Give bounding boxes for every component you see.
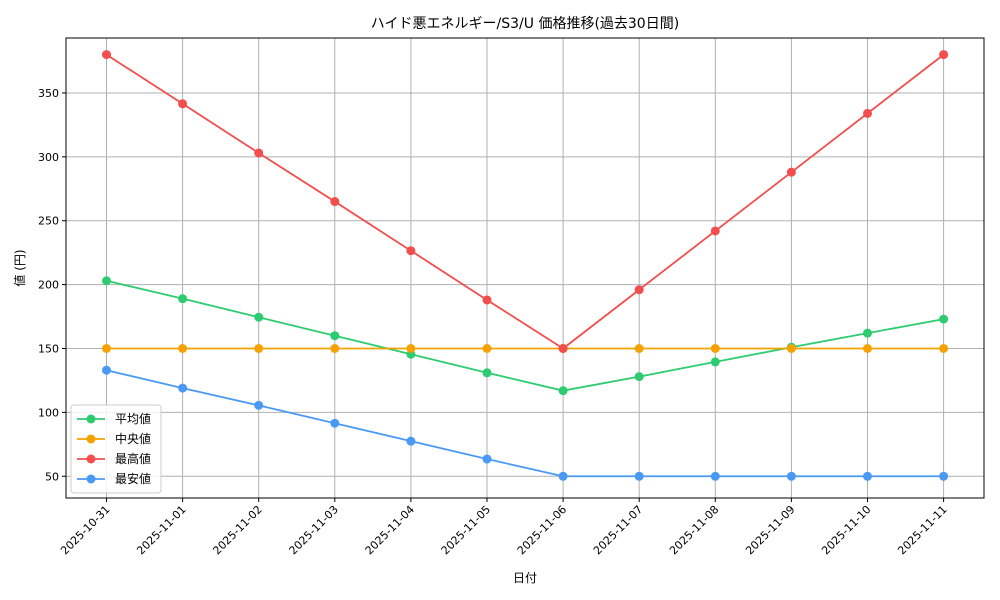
x-axis: 2025-10-31 2025-11-01 2025-11-02 2025-11-03…	[58, 498, 950, 557]
series-line	[106, 369, 944, 478]
x-axis-label: 日付	[513, 571, 537, 585]
data-point	[863, 328, 872, 338]
plot-frame	[65, 37, 985, 499]
series-line	[106, 279, 944, 392]
legend-label: 平均値	[115, 411, 151, 426]
series-layer	[102, 50, 949, 481]
data-point	[634, 344, 644, 353]
data-point	[710, 357, 720, 367]
chart-title: ハイド悪エネルギー/S3/U 価格推移(過去30日間)	[371, 16, 679, 32]
data-point	[786, 344, 796, 353]
y-tick-label: 200	[38, 279, 59, 292]
data-point	[939, 471, 949, 481]
data-point	[406, 344, 416, 353]
y-tick-label: 100	[38, 406, 59, 419]
y-axis-label: 値 (円)	[12, 249, 27, 286]
data-point	[863, 344, 872, 353]
legend-label: 最高値	[115, 451, 151, 466]
data-point	[330, 344, 340, 353]
data-point	[330, 418, 340, 428]
data-point	[178, 383, 188, 393]
data-point	[710, 226, 720, 236]
data-point	[710, 471, 720, 481]
data-point	[939, 50, 949, 60]
data-point	[482, 344, 492, 353]
legend-swatch-marker	[86, 434, 96, 444]
data-point	[102, 344, 111, 353]
x-tick-label: 2025-10-31	[58, 503, 112, 557]
y-tick-label: 250	[38, 215, 59, 228]
legend-label: 中央値	[115, 431, 151, 446]
data-point	[863, 108, 872, 118]
data-point	[178, 294, 188, 304]
data-point	[254, 148, 264, 158]
x-tick-label: 2025-11-09	[743, 503, 797, 557]
grid-lines	[66, 38, 984, 498]
data-point	[939, 344, 949, 353]
x-tick-label: 2025-11-06	[515, 503, 569, 557]
data-point	[330, 331, 340, 341]
y-tick-label: 300	[38, 151, 59, 164]
data-point	[634, 372, 644, 382]
x-tick-label: 2025-11-01	[134, 503, 188, 557]
y-tick-label: 50	[45, 470, 59, 483]
data-point	[939, 314, 949, 324]
data-point	[254, 400, 264, 410]
x-tick-label: 2025-11-05	[439, 503, 493, 557]
data-point	[710, 344, 720, 353]
y-tick-label: 150	[38, 343, 59, 356]
y-axis: 50 100 150 200 250 300 350	[38, 87, 66, 483]
data-point	[558, 386, 568, 396]
legend-box	[70, 404, 162, 494]
data-point	[102, 365, 111, 375]
series-group	[102, 344, 949, 353]
data-point	[634, 285, 644, 295]
x-tick-label: 2025-11-03	[287, 503, 341, 557]
series-line	[106, 53, 945, 350]
data-point	[178, 99, 188, 109]
legend-swatch-marker	[86, 474, 96, 484]
data-point	[178, 344, 188, 353]
data-point	[786, 471, 796, 481]
x-tick-label: 2025-11-10	[819, 503, 873, 557]
data-point	[102, 276, 111, 286]
legend-label: 最安値	[115, 471, 151, 486]
data-point	[863, 471, 872, 481]
series-group	[102, 365, 949, 481]
data-point	[786, 167, 796, 177]
x-tick-label: 2025-11-04	[363, 503, 417, 557]
x-tick-label: 2025-11-11	[895, 503, 949, 557]
data-point	[482, 295, 492, 305]
data-point	[482, 454, 492, 464]
y-tick-label: 350	[38, 87, 59, 100]
data-point	[254, 344, 264, 353]
data-point	[406, 246, 416, 256]
data-point	[102, 50, 111, 60]
series-group	[102, 276, 949, 396]
legend-swatch-marker	[86, 414, 96, 424]
data-point	[330, 197, 340, 207]
data-point	[482, 368, 492, 378]
legend-swatch-marker	[86, 454, 96, 464]
data-point	[634, 471, 644, 481]
data-point	[406, 436, 416, 446]
data-point	[254, 312, 264, 322]
data-point	[558, 344, 568, 353]
x-tick-label: 2025-11-02	[210, 503, 264, 557]
series-group	[102, 50, 949, 353]
x-tick-label: 2025-11-07	[591, 503, 645, 557]
data-point	[558, 471, 568, 481]
x-tick-label: 2025-11-08	[667, 503, 721, 557]
